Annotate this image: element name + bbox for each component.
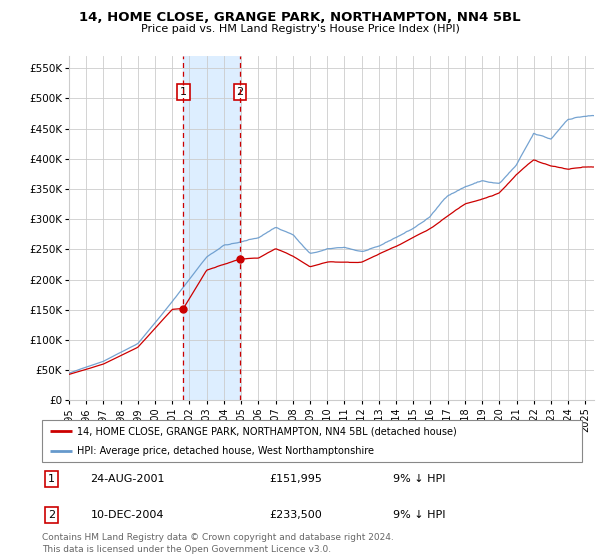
Text: £233,500: £233,500 — [269, 510, 322, 520]
Text: 9% ↓ HPI: 9% ↓ HPI — [393, 510, 445, 520]
Bar — [184, 56, 240, 400]
Text: HPI: Average price, detached house, West Northamptonshire: HPI: Average price, detached house, West… — [77, 446, 374, 456]
Text: 1: 1 — [48, 474, 55, 484]
Text: 1: 1 — [180, 87, 187, 97]
Text: 14, HOME CLOSE, GRANGE PARK, NORTHAMPTON, NN4 5BL (detached house): 14, HOME CLOSE, GRANGE PARK, NORTHAMPTON… — [77, 426, 457, 436]
Text: 2: 2 — [48, 510, 55, 520]
Text: 9% ↓ HPI: 9% ↓ HPI — [393, 474, 445, 484]
Text: 14, HOME CLOSE, GRANGE PARK, NORTHAMPTON, NN4 5BL: 14, HOME CLOSE, GRANGE PARK, NORTHAMPTON… — [79, 11, 521, 24]
Text: 2: 2 — [236, 87, 244, 97]
Text: Contains HM Land Registry data © Crown copyright and database right 2024.
This d: Contains HM Land Registry data © Crown c… — [42, 533, 394, 554]
Text: 24-AUG-2001: 24-AUG-2001 — [91, 474, 165, 484]
Text: £151,995: £151,995 — [269, 474, 322, 484]
Text: Price paid vs. HM Land Registry's House Price Index (HPI): Price paid vs. HM Land Registry's House … — [140, 24, 460, 34]
Text: 10-DEC-2004: 10-DEC-2004 — [91, 510, 164, 520]
